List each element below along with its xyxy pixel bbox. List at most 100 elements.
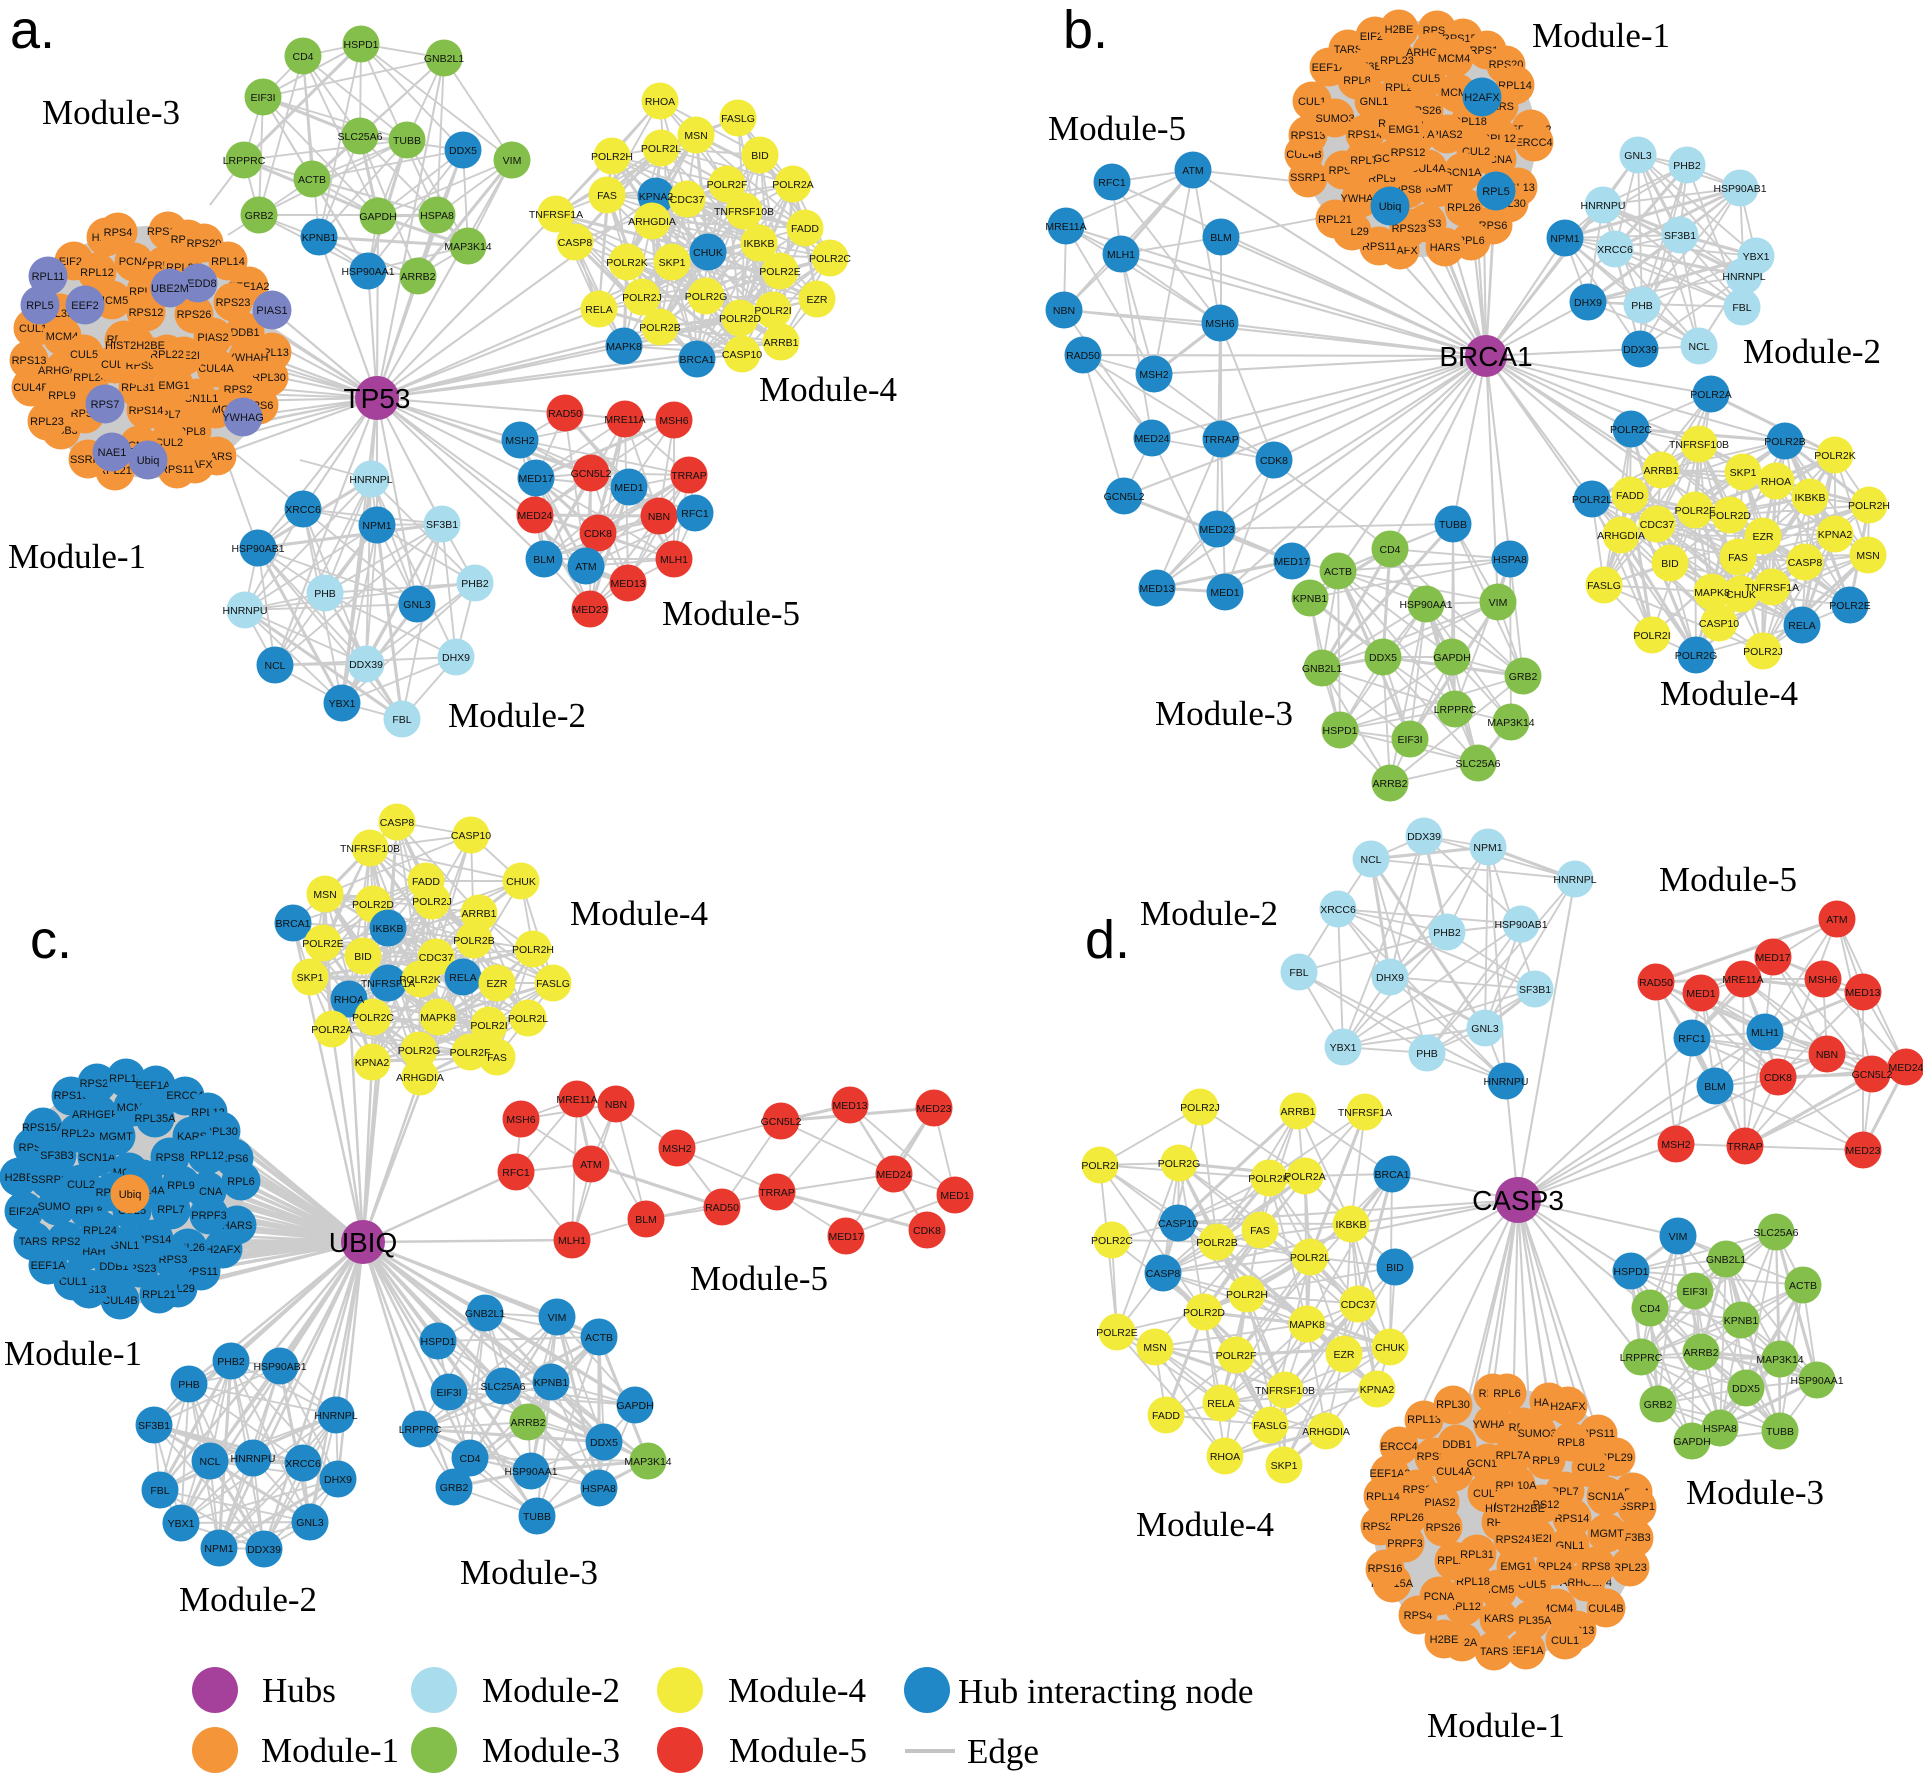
- svg-text:TARS: TARS: [19, 1236, 48, 1248]
- svg-text:CUL1: CUL1: [59, 1276, 87, 1288]
- svg-text:IKBKB: IKBKB: [1795, 492, 1826, 504]
- svg-text:HNRNPU: HNRNPU: [223, 605, 268, 617]
- svg-text:RPS20: RPS20: [187, 238, 222, 250]
- svg-text:CUL1: CUL1: [1551, 1635, 1579, 1647]
- svg-text:TRRAP: TRRAP: [671, 470, 707, 482]
- svg-text:ERCC4: ERCC4: [1380, 1441, 1417, 1453]
- svg-text:Module-4: Module-4: [1660, 674, 1798, 713]
- svg-text:RHOA: RHOA: [1761, 476, 1791, 488]
- svg-text:HSP90AB1: HSP90AB1: [253, 1361, 306, 1373]
- svg-text:RPS13: RPS13: [1291, 130, 1326, 142]
- svg-text:RPL9: RPL9: [167, 1180, 195, 1192]
- svg-text:CD4: CD4: [1639, 1303, 1660, 1315]
- svg-text:MCM4: MCM4: [1541, 1603, 1573, 1615]
- svg-text:SSRP1: SSRP1: [1619, 1501, 1655, 1513]
- svg-text:MLH1: MLH1: [1107, 249, 1135, 261]
- svg-text:NCL: NCL: [264, 660, 285, 672]
- svg-text:EEF2: EEF2: [71, 300, 99, 312]
- svg-text:ARRB1: ARRB1: [1280, 1106, 1315, 1118]
- svg-text:CUL5: CUL5: [70, 349, 98, 361]
- svg-text:Module-2: Module-2: [179, 1580, 317, 1619]
- svg-text:POLR2B: POLR2B: [1764, 436, 1805, 448]
- svg-text:SCN1A: SCN1A: [79, 1152, 116, 1164]
- svg-text:RPL11: RPL11: [32, 271, 65, 283]
- svg-text:RPL22: RPL22: [150, 349, 184, 361]
- svg-text:RPL31: RPL31: [1460, 1549, 1494, 1561]
- svg-text:YBX1: YBX1: [1330, 1042, 1357, 1054]
- svg-text:GNL3: GNL3: [403, 599, 431, 611]
- svg-text:TNFRSF1A: TNFRSF1A: [529, 209, 583, 221]
- svg-text:PIAS2: PIAS2: [1431, 129, 1462, 141]
- svg-text:EEF1A: EEF1A: [1509, 1645, 1545, 1657]
- svg-text:ARHGDIA: ARHGDIA: [1302, 1426, 1350, 1438]
- svg-text:Module-2: Module-2: [1140, 894, 1278, 933]
- svg-text:DDX39: DDX39: [1407, 831, 1441, 843]
- svg-text:CD4: CD4: [292, 51, 313, 63]
- svg-text:MSH6: MSH6: [506, 1114, 535, 1126]
- svg-text:SF3B1: SF3B1: [1664, 230, 1696, 242]
- svg-text:GRB2: GRB2: [440, 1482, 469, 1494]
- svg-text:POLR2H: POLR2H: [1226, 1289, 1268, 1301]
- svg-text:TNFRSF1A: TNFRSF1A: [361, 978, 415, 990]
- svg-text:RPL6: RPL6: [1493, 1388, 1521, 1400]
- svg-text:CDC37: CDC37: [419, 952, 454, 964]
- svg-text:RPL9: RPL9: [48, 390, 76, 402]
- svg-text:MED24: MED24: [1888, 1062, 1923, 1074]
- svg-text:XRCC6: XRCC6: [1597, 244, 1633, 256]
- svg-text:POLR2E: POLR2E: [302, 938, 343, 950]
- svg-text:CUL4B: CUL4B: [13, 382, 48, 394]
- svg-text:NBN: NBN: [1816, 1049, 1838, 1061]
- svg-text:GCN5L2: GCN5L2: [571, 468, 612, 480]
- svg-text:RAD50: RAD50: [548, 408, 582, 420]
- svg-text:POLR2F: POLR2F: [1675, 505, 1716, 517]
- svg-text:NBN: NBN: [605, 1099, 627, 1111]
- svg-text:NAE1: NAE1: [98, 447, 127, 459]
- svg-text:SF3B1: SF3B1: [426, 519, 458, 531]
- svg-text:DDX5: DDX5: [1369, 652, 1397, 664]
- svg-text:RPL23: RPL23: [1613, 1562, 1647, 1574]
- svg-text:MGMT: MGMT: [99, 1131, 133, 1143]
- svg-text:NCL: NCL: [1360, 854, 1381, 866]
- svg-text:RPS14: RPS14: [1555, 1513, 1590, 1525]
- svg-text:RFC1: RFC1: [502, 1167, 530, 1179]
- svg-text:Ubiq: Ubiq: [137, 455, 160, 467]
- svg-text:PHB: PHB: [1631, 300, 1653, 312]
- svg-text:POLR2G: POLR2G: [1675, 650, 1718, 662]
- svg-text:HSPA8: HSPA8: [1493, 554, 1527, 566]
- svg-text:DDX5: DDX5: [1732, 1383, 1760, 1395]
- svg-text:CASP10: CASP10: [1158, 1218, 1198, 1230]
- svg-text:ATM: ATM: [1826, 914, 1847, 926]
- svg-text:RPL23: RPL23: [30, 416, 64, 428]
- svg-text:ARHGDIA: ARHGDIA: [1597, 530, 1645, 542]
- svg-text:MRE11A: MRE11A: [556, 1094, 597, 1106]
- svg-text:RPL23: RPL23: [61, 1128, 95, 1140]
- svg-text:RPL18: RPL18: [1456, 1576, 1490, 1588]
- svg-text:RPL7A: RPL7A: [1496, 1450, 1532, 1462]
- svg-text:CHUK: CHUK: [1375, 1342, 1405, 1354]
- svg-text:Module-5: Module-5: [662, 594, 800, 633]
- svg-text:FADD: FADD: [791, 223, 819, 235]
- svg-text:RPL30: RPL30: [1436, 1399, 1470, 1411]
- svg-text:MED24: MED24: [517, 510, 552, 522]
- svg-text:RPS2: RPS2: [52, 1236, 81, 1248]
- svg-text:MED1: MED1: [1686, 988, 1715, 1000]
- svg-text:Module-3: Module-3: [482, 1731, 620, 1770]
- svg-text:PIAS1: PIAS1: [256, 305, 287, 317]
- svg-text:POLR2G: POLR2G: [1158, 1158, 1201, 1170]
- svg-text:ARHGDIA: ARHGDIA: [396, 1072, 444, 1084]
- svg-text:H2AFX: H2AFX: [205, 1244, 241, 1256]
- svg-text:RPL26: RPL26: [1447, 202, 1481, 214]
- svg-text:YBX1: YBX1: [329, 698, 356, 710]
- svg-text:SKP1: SKP1: [297, 972, 324, 984]
- svg-text:LRPPRC: LRPPRC: [1434, 704, 1477, 716]
- svg-text:POLR2H: POLR2H: [1848, 500, 1890, 512]
- svg-text:SCN1A: SCN1A: [1445, 167, 1482, 179]
- svg-text:HNRNPL: HNRNPL: [314, 1410, 357, 1422]
- svg-text:MED24: MED24: [876, 1169, 911, 1181]
- svg-text:POLR2G: POLR2G: [685, 291, 728, 303]
- svg-text:EIF3I: EIF3I: [1682, 1286, 1707, 1298]
- svg-text:HNRNPL: HNRNPL: [1553, 874, 1596, 886]
- svg-text:MCM4: MCM4: [46, 331, 78, 343]
- svg-text:GAPDH: GAPDH: [1433, 652, 1470, 664]
- svg-text:MED13: MED13: [1139, 583, 1174, 595]
